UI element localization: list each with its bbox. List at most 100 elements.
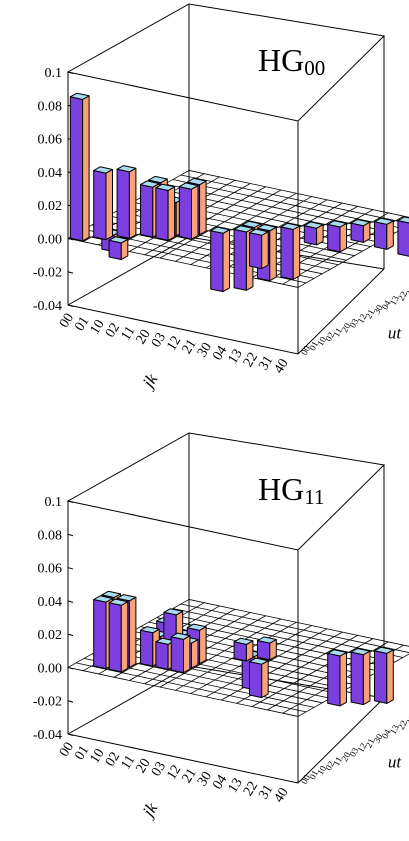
z-tick-label: 0.08 <box>38 99 63 114</box>
bar-top <box>257 224 277 232</box>
z-tick-label: 0.1 <box>45 495 63 510</box>
x-tick-label: 10 <box>88 746 108 766</box>
y-axis-label: ut <box>388 324 403 343</box>
title-main: HG <box>258 42 304 78</box>
y-tick-label: 12 <box>355 312 368 325</box>
z-tick <box>67 271 74 274</box>
bar-top <box>108 598 129 606</box>
grid-line <box>221 631 343 701</box>
bar <box>374 646 394 704</box>
bar <box>170 632 191 674</box>
y-tick-label: 31 <box>404 285 409 298</box>
bar-top <box>257 636 277 644</box>
bar-top <box>178 182 199 190</box>
bar-side <box>261 660 269 699</box>
x-tick-label: 12 <box>164 334 184 354</box>
bar-top <box>249 228 269 236</box>
bar-front <box>140 629 154 667</box>
grid-line <box>67 667 299 717</box>
bars <box>93 590 394 707</box>
z-tick-label: 0.02 <box>38 199 63 214</box>
chart-title: HG00 <box>258 42 325 80</box>
z-axis: 0.1 0.08 0.06 0.04 0.02 0.00 -0.02 -0.04 <box>33 66 74 314</box>
z-tick-label: 0.08 <box>38 528 63 543</box>
bar-top <box>350 219 371 227</box>
bar-top <box>155 183 176 191</box>
bar-top <box>186 177 207 186</box>
y-tick-label: 01 <box>307 768 320 781</box>
z-tick <box>67 500 74 503</box>
bar-side <box>167 186 176 241</box>
bar-top <box>303 221 324 229</box>
x-tick-label: 31 <box>256 353 276 373</box>
bar <box>233 225 254 291</box>
chart-panel-1: 0.10.080.060.040.020.00-0.02-0.040001100… <box>33 432 409 822</box>
bar-top <box>327 649 347 657</box>
bar <box>397 216 409 257</box>
grid-line <box>188 599 409 647</box>
y-tick-label: 31 <box>404 714 409 727</box>
bar <box>327 220 347 253</box>
x-tick-label: 30 <box>195 340 215 360</box>
bar-top <box>186 623 207 631</box>
bar-side <box>199 180 207 236</box>
bar-front <box>170 636 184 674</box>
bar-top <box>108 236 129 244</box>
z-tick-label: 0.06 <box>38 133 63 148</box>
bar-front <box>93 599 107 670</box>
grid-line <box>100 648 331 699</box>
bar <box>280 222 301 280</box>
x-tick-label: 20 <box>134 756 154 776</box>
y-tick-label: 21 <box>364 737 377 750</box>
bar-side <box>199 626 207 665</box>
bar-front <box>249 661 263 699</box>
bar-top <box>69 92 90 100</box>
bar-side <box>82 95 90 242</box>
z-tick <box>67 700 74 703</box>
x-axis-label: jk <box>138 370 162 393</box>
bar-top <box>93 595 113 603</box>
x-tick-label: 40 <box>272 786 292 806</box>
x-tick-label: 01 <box>72 314 92 334</box>
bar-side <box>292 225 301 280</box>
grid-line <box>188 170 409 218</box>
z-tick <box>67 237 74 241</box>
bar-top <box>116 165 137 173</box>
y-tick-label: 22 <box>396 719 409 732</box>
z-tick-label: -0.04 <box>33 299 62 314</box>
bar-side <box>183 635 191 674</box>
title-subscript: 00 <box>304 56 325 80</box>
bar-front <box>327 652 341 707</box>
bar <box>350 648 371 706</box>
bar-side <box>222 229 230 293</box>
bar-front <box>303 225 318 246</box>
grid-line <box>180 603 409 653</box>
x-tick-label: 04 <box>210 343 230 363</box>
bar-side <box>269 226 277 282</box>
bar-side <box>386 220 394 250</box>
bar-top <box>241 220 262 228</box>
z-tick <box>67 666 74 670</box>
bar-top <box>148 175 168 184</box>
bar-top <box>280 222 301 230</box>
bar <box>303 221 324 246</box>
y-tick-label: 11 <box>331 755 344 767</box>
bar-top <box>140 180 160 188</box>
bar-top <box>233 637 254 645</box>
y-axis: 000110021120031221300413223140ut <box>299 714 409 786</box>
x-tick-label: 12 <box>164 763 184 783</box>
z-axis: 0.1 0.08 0.06 0.04 0.02 0.00 -0.02 -0.04 <box>33 495 74 743</box>
bar-side <box>362 650 371 706</box>
bar-front <box>374 650 388 704</box>
bar <box>249 228 269 270</box>
bar-side <box>339 222 347 253</box>
bar-side <box>128 596 137 668</box>
x-tick-label: 01 <box>72 743 92 763</box>
z-tick-label: 0.1 <box>45 66 63 81</box>
grid-line <box>159 189 282 259</box>
grid-line <box>180 174 409 224</box>
bar <box>93 166 113 241</box>
z-tick-label: 0.00 <box>38 232 63 247</box>
